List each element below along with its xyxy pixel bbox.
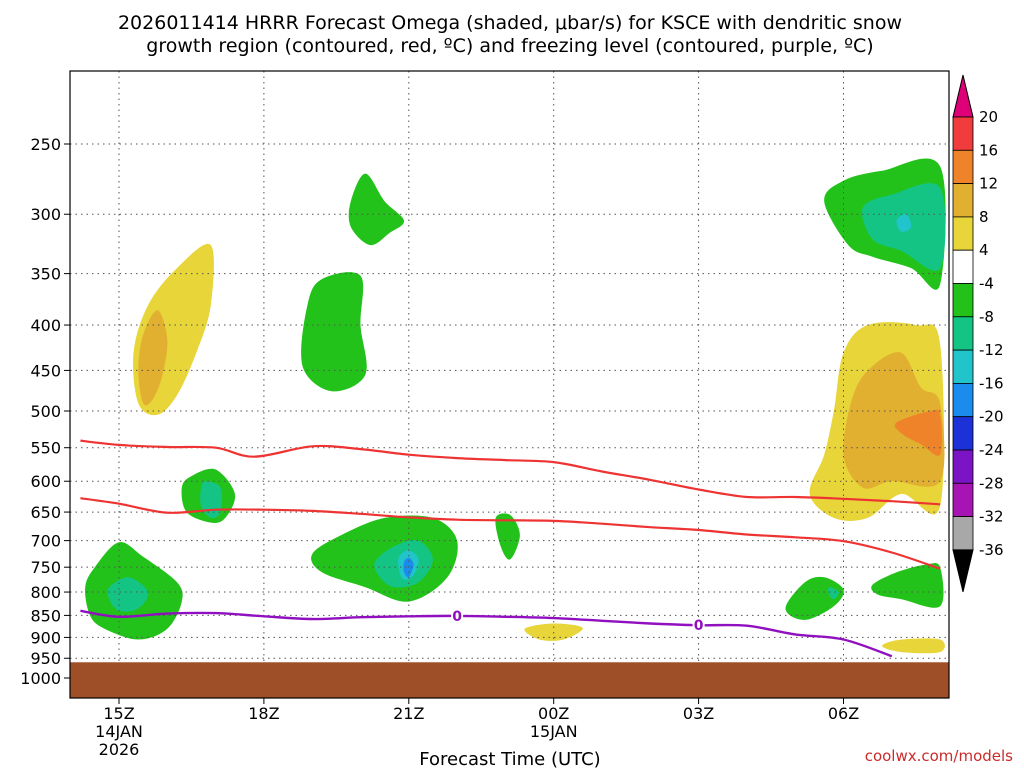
colorbar-band — [952, 449, 974, 484]
colorbar-label: -28 — [979, 474, 1004, 492]
omega-region-pos-19 — [550, 477, 706, 631]
colorbar-band — [952, 183, 974, 218]
omega-region-pos-2 — [138, 310, 168, 406]
ground-terrain — [70, 662, 949, 698]
y-tick-label: 600 — [30, 472, 61, 491]
colorbar-label: -24 — [979, 441, 1004, 459]
x-axis-label: Forecast Time (UTC) — [419, 749, 600, 768]
x-tick-label: 18Z — [248, 704, 279, 723]
omega-region-neg-14 — [403, 557, 414, 578]
dgz-lower-line — [80, 497, 941, 570]
grid-lines — [70, 71, 949, 698]
y-tick-label: 550 — [30, 439, 61, 458]
omega-region-neg-10 — [348, 173, 405, 246]
freezing-label-bg-1 — [692, 617, 705, 634]
x-tick-label: 00Z — [538, 704, 569, 723]
colorbar-band — [952, 382, 974, 418]
x-tick-label: 15Z — [103, 704, 134, 723]
colorbar-label: -20 — [979, 408, 1004, 426]
colorbar-band — [952, 316, 974, 351]
y-tick-label: 300 — [30, 205, 61, 224]
x-tick-label: 21Z — [393, 704, 424, 723]
y-tick-label: 900 — [30, 628, 61, 647]
omega-region-pos-8 — [196, 647, 392, 663]
freezing-label-bg-0 — [451, 607, 464, 624]
plot-frame — [69, 70, 950, 699]
x-tick-year: 2026 — [99, 740, 140, 759]
colorbar: 20 16 12 8 4 -4 -8 -12 -16 -20 -24 -28 -32 -36 — [952, 74, 1004, 593]
colorbar-band — [952, 116, 974, 151]
colorbar-label: -12 — [979, 341, 1004, 359]
colorbar-label: 12 — [979, 175, 998, 193]
omega-region-neg-9 — [301, 272, 367, 392]
credit-link[interactable]: coolwx.com/models — [865, 747, 1013, 765]
contour-lines: 00 — [80, 439, 941, 658]
omega-region-neg-6 — [107, 577, 149, 612]
omega-region-pos-25 — [894, 409, 942, 456]
y-tick-label: 800 — [30, 583, 61, 602]
y-axis: 250 300 350 400 450 500 550 600 650 700 750 800 850 9… — [20, 135, 70, 688]
colorbar-band — [952, 516, 974, 551]
colorbar-label: -36 — [979, 541, 1004, 559]
omega-region-pos-32 — [882, 638, 945, 654]
y-tick-label: 400 — [30, 316, 61, 335]
x-tick-label: 06Z — [828, 704, 859, 723]
y-tick-label: 250 — [30, 135, 61, 154]
y-tick-label: 450 — [30, 361, 61, 380]
colorbar-label: 4 — [979, 241, 989, 259]
omega-region-pos-16 — [488, 278, 525, 354]
colorbar-top-arrow — [952, 74, 974, 118]
y-tick-label: 700 — [30, 532, 61, 551]
x-tick-label: 03Z — [683, 704, 714, 723]
colorbar-band — [952, 482, 974, 517]
x-tick-date: 15JAN — [530, 722, 578, 741]
colorbar-label: 16 — [979, 141, 998, 159]
dgz-upper-line — [80, 439, 941, 506]
y-tick-label: 1000 — [20, 669, 61, 688]
omega-region-neg-30 — [871, 562, 944, 608]
y-tick-label: 350 — [30, 265, 61, 284]
omega-region-pos-29 — [822, 71, 949, 136]
freezing-level-label: 0 — [694, 618, 704, 634]
omega-region-neg-15 — [495, 513, 520, 560]
colorbar-band — [952, 349, 974, 384]
omega-region-neg-28 — [896, 214, 912, 232]
y-tick-label: 650 — [30, 503, 61, 522]
freezing-level-line — [80, 609, 893, 658]
x-tick-date: 14JAN — [95, 722, 143, 741]
colorbar-label: 8 — [979, 208, 989, 226]
omega-region-pos-17 — [450, 575, 602, 664]
colorbar-band — [952, 216, 974, 251]
colorbar-bottom-arrow — [952, 549, 974, 593]
y-tick-label: 500 — [30, 402, 61, 421]
omega-region-pos-7 — [205, 568, 260, 602]
colorbar-band — [952, 416, 974, 451]
chart-title-line2: growth region (contoured, red, ºC) and f… — [146, 35, 873, 57]
chart-title-line1: 2026011414 HRRR Forecast Omega (shaded, … — [118, 12, 902, 34]
colorbar-band — [952, 283, 974, 318]
y-tick-label: 950 — [30, 649, 61, 668]
freezing-level-label: 0 — [452, 609, 462, 625]
colorbar-label: -32 — [979, 508, 1004, 526]
colorbar-label: -16 — [979, 374, 1004, 392]
colorbar-band — [952, 149, 974, 185]
omega-region-neg-21 — [828, 587, 839, 600]
omega-region-pos-24 — [843, 352, 945, 489]
y-tick-label: 750 — [30, 558, 61, 577]
colorbar-label: 20 — [979, 108, 998, 126]
colorbar-label: -4 — [979, 275, 994, 293]
y-tick-label: 850 — [30, 606, 61, 625]
colorbar-label: -8 — [979, 308, 994, 326]
colorbar-band — [952, 249, 974, 284]
